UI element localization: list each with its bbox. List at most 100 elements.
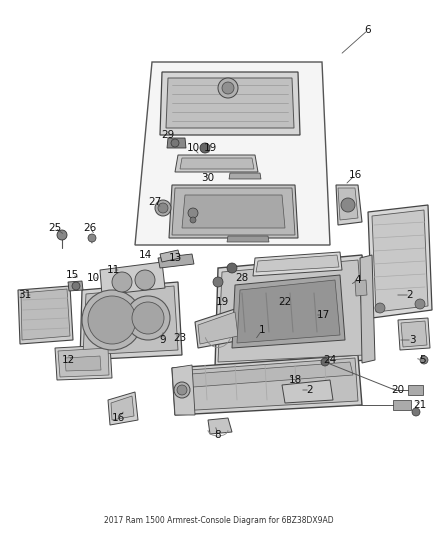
Polygon shape: [111, 396, 134, 420]
Text: 25: 25: [48, 223, 62, 233]
Circle shape: [132, 302, 164, 334]
Circle shape: [112, 272, 132, 292]
Text: 10: 10: [86, 273, 99, 283]
Text: 29: 29: [161, 130, 175, 140]
Text: 2017 Ram 1500 Armrest-Console Diagram for 6BZ38DX9AD: 2017 Ram 1500 Armrest-Console Diagram fo…: [104, 516, 334, 525]
Polygon shape: [135, 62, 330, 245]
Polygon shape: [172, 188, 295, 235]
Polygon shape: [195, 308, 242, 348]
Circle shape: [190, 217, 196, 223]
Bar: [393, 400, 411, 410]
Text: 14: 14: [138, 250, 152, 260]
Text: 16: 16: [348, 170, 362, 180]
Polygon shape: [237, 280, 340, 343]
Text: 30: 30: [201, 173, 215, 183]
Text: 3: 3: [409, 335, 415, 345]
Polygon shape: [232, 275, 345, 348]
Polygon shape: [167, 138, 186, 148]
Polygon shape: [108, 392, 138, 425]
Text: 23: 23: [173, 333, 187, 343]
Circle shape: [177, 385, 187, 395]
Text: 11: 11: [106, 265, 120, 275]
Text: 24: 24: [323, 355, 337, 365]
Circle shape: [126, 296, 170, 340]
Bar: [408, 385, 423, 395]
Circle shape: [341, 198, 355, 212]
Polygon shape: [166, 78, 294, 128]
Polygon shape: [21, 289, 70, 340]
Circle shape: [375, 303, 385, 313]
Text: 19: 19: [203, 143, 217, 153]
Polygon shape: [372, 210, 428, 312]
Circle shape: [200, 143, 210, 153]
Polygon shape: [83, 286, 178, 355]
Polygon shape: [218, 260, 365, 362]
Polygon shape: [198, 312, 238, 344]
Circle shape: [57, 230, 67, 240]
Polygon shape: [158, 254, 194, 268]
Polygon shape: [160, 250, 180, 262]
Circle shape: [213, 277, 223, 287]
Circle shape: [135, 270, 155, 290]
Circle shape: [222, 82, 234, 94]
Polygon shape: [55, 345, 112, 380]
Circle shape: [72, 282, 80, 290]
Polygon shape: [18, 286, 73, 344]
Polygon shape: [182, 195, 285, 228]
Text: 9: 9: [160, 335, 166, 345]
Text: 4: 4: [355, 275, 361, 285]
Text: 21: 21: [413, 400, 427, 410]
Circle shape: [218, 78, 238, 98]
Circle shape: [415, 299, 425, 309]
Text: 31: 31: [18, 290, 32, 300]
Circle shape: [420, 356, 428, 364]
Polygon shape: [355, 280, 367, 296]
Polygon shape: [178, 362, 353, 388]
Text: 1: 1: [259, 325, 265, 335]
Polygon shape: [352, 276, 370, 300]
Text: 8: 8: [215, 430, 221, 440]
Polygon shape: [172, 355, 362, 415]
Polygon shape: [80, 282, 182, 360]
Polygon shape: [368, 205, 432, 318]
Text: 2: 2: [307, 385, 313, 395]
Text: 19: 19: [215, 297, 229, 307]
Text: 5: 5: [419, 355, 425, 365]
Circle shape: [155, 200, 171, 216]
Polygon shape: [65, 356, 101, 371]
Text: 18: 18: [288, 375, 302, 385]
Polygon shape: [172, 365, 195, 415]
Circle shape: [88, 296, 136, 344]
Text: 13: 13: [168, 253, 182, 263]
Text: 15: 15: [65, 270, 79, 280]
Circle shape: [82, 290, 142, 350]
Polygon shape: [180, 158, 254, 169]
Circle shape: [158, 203, 168, 213]
Polygon shape: [360, 255, 375, 363]
Circle shape: [174, 382, 190, 398]
Circle shape: [321, 358, 329, 366]
Polygon shape: [175, 155, 258, 172]
Polygon shape: [338, 188, 358, 220]
Polygon shape: [175, 358, 358, 411]
Polygon shape: [208, 418, 232, 434]
Polygon shape: [229, 173, 261, 179]
Text: 22: 22: [279, 297, 292, 307]
Circle shape: [188, 208, 198, 218]
Text: 10: 10: [187, 143, 200, 153]
Text: 26: 26: [83, 223, 97, 233]
Polygon shape: [398, 318, 430, 350]
Circle shape: [88, 234, 96, 242]
Circle shape: [171, 139, 179, 147]
Text: 12: 12: [61, 355, 74, 365]
Polygon shape: [160, 72, 300, 135]
Text: 2: 2: [407, 290, 413, 300]
Circle shape: [412, 408, 420, 416]
Polygon shape: [215, 255, 370, 368]
Polygon shape: [68, 281, 83, 291]
Polygon shape: [58, 348, 109, 377]
Polygon shape: [256, 255, 339, 272]
Polygon shape: [253, 252, 342, 276]
Polygon shape: [282, 380, 333, 403]
Polygon shape: [227, 236, 269, 242]
